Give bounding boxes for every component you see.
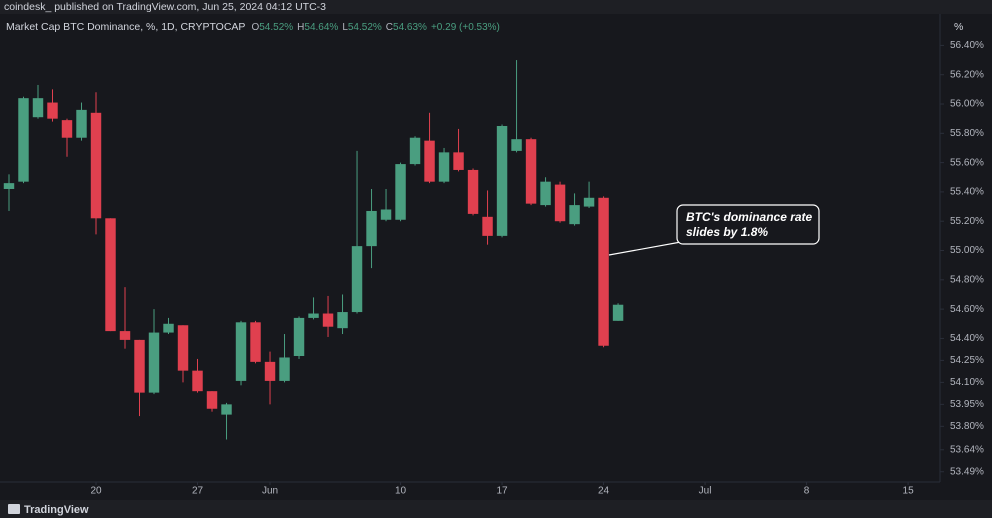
x-tick-label: 15 (903, 486, 915, 497)
x-tick-label: Jul (699, 486, 712, 497)
y-tick-label: 54.60% (950, 304, 984, 315)
candle-body (583, 197, 595, 207)
candle-body (308, 313, 319, 318)
candle-body (424, 140, 435, 182)
candle-body (511, 139, 522, 151)
x-tick-label: Jun (262, 486, 278, 497)
y-tick-label: 56.20% (950, 69, 984, 80)
x-tick-label: 10 (395, 486, 407, 497)
candle-body (322, 313, 334, 327)
y-tick-label: 55.60% (950, 157, 984, 168)
logo-icon (8, 504, 20, 514)
candle-body (32, 98, 44, 118)
y-tick-label: 53.80% (950, 421, 984, 432)
candle-body (192, 370, 203, 392)
candle-body (453, 152, 464, 170)
y-tick-label: 55.40% (950, 187, 984, 198)
candle-body (18, 98, 29, 182)
candle-body (337, 312, 348, 329)
annotation-line: slides by 1.8% (686, 225, 768, 239)
y-tick-label: 53.95% (950, 399, 984, 410)
y-tick-label: 53.64% (950, 444, 984, 455)
publisher: coindesk_ published on TradingView.com, … (4, 1, 326, 13)
candle-body (61, 120, 73, 138)
candle-body (235, 322, 247, 381)
candle-body (293, 317, 305, 357)
symbol-line: Market Cap BTC Dominance, %, 1D, CRYPTOC… (6, 21, 500, 33)
candle-body (395, 164, 406, 220)
candle-body (76, 109, 87, 138)
y-tick-label: 54.40% (950, 333, 984, 344)
y-tick-label: 53.49% (950, 466, 984, 477)
candle-body (569, 205, 580, 225)
y-tick-label: 54.25% (950, 355, 984, 366)
unit: % (954, 21, 963, 33)
x-tick-label: 8 (804, 486, 810, 497)
ohlc-value: 54.63% (393, 22, 427, 33)
candle-body (264, 361, 276, 381)
candle-body (351, 246, 363, 313)
candle-body (438, 152, 450, 182)
logo: TradingView (24, 504, 89, 516)
candle-body (250, 322, 261, 362)
candle-body (366, 210, 377, 247)
candle-body (221, 404, 232, 415)
candle-body (206, 391, 218, 409)
ohlc-key: C (386, 22, 393, 33)
symbol: Market Cap BTC Dominance, %, 1D, CRYPTOC… (6, 21, 245, 33)
y-tick-label: 54.80% (950, 274, 984, 285)
candle-body (496, 125, 508, 236)
x-tick-label: 27 (192, 486, 204, 497)
candle-body (554, 184, 566, 222)
candle-body (47, 102, 58, 119)
ohlc-key: L (342, 22, 348, 33)
ohlc-key: O (251, 22, 259, 33)
candle-body (525, 139, 537, 204)
footer-bar (0, 500, 992, 518)
candle-body (177, 325, 189, 371)
ohlc-value: 54.52% (348, 22, 382, 33)
ohlc-value: 54.52% (259, 22, 293, 33)
candle-body (90, 112, 102, 219)
candle-body (467, 169, 479, 214)
ohlc-key: H (297, 22, 304, 33)
x-tick-label: 24 (598, 486, 610, 497)
candle-body (3, 183, 15, 189)
x-tick-label: 17 (496, 486, 508, 497)
annotation-box (676, 204, 820, 245)
y-tick-label: 55.20% (950, 216, 984, 227)
y-tick-label: 56.40% (950, 40, 984, 51)
y-tick-label: 56.00% (950, 99, 984, 110)
y-tick-label: 55.00% (950, 245, 984, 256)
annotation-line: BTC's dominance rate (686, 210, 813, 224)
candle-body (598, 197, 609, 346)
candle-body (409, 137, 421, 165)
change: +0.29 (+0.53%) (431, 22, 500, 33)
candle-body (540, 181, 551, 206)
candle-body (612, 304, 624, 321)
annotation-pointer (608, 239, 693, 256)
x-tick-label: 20 (90, 486, 102, 497)
candle-body (119, 331, 131, 340)
candle-body (134, 339, 145, 393)
candle-body (148, 332, 160, 393)
candle-body (105, 218, 116, 332)
ohlc: O54.52% H54.64% L54.52% C54.63% +0.29 (+0.53… (251, 22, 499, 33)
y-tick-label: 54.10% (950, 377, 984, 388)
ohlc-value: 54.64% (304, 22, 338, 33)
y-tick-label: 55.80% (950, 128, 984, 139)
candle-body (279, 357, 290, 381)
candle-body (163, 323, 174, 333)
candle-body (380, 209, 392, 220)
plot-area (3, 60, 624, 440)
publisher-bar (0, 0, 992, 14)
candle-body (482, 216, 493, 236)
